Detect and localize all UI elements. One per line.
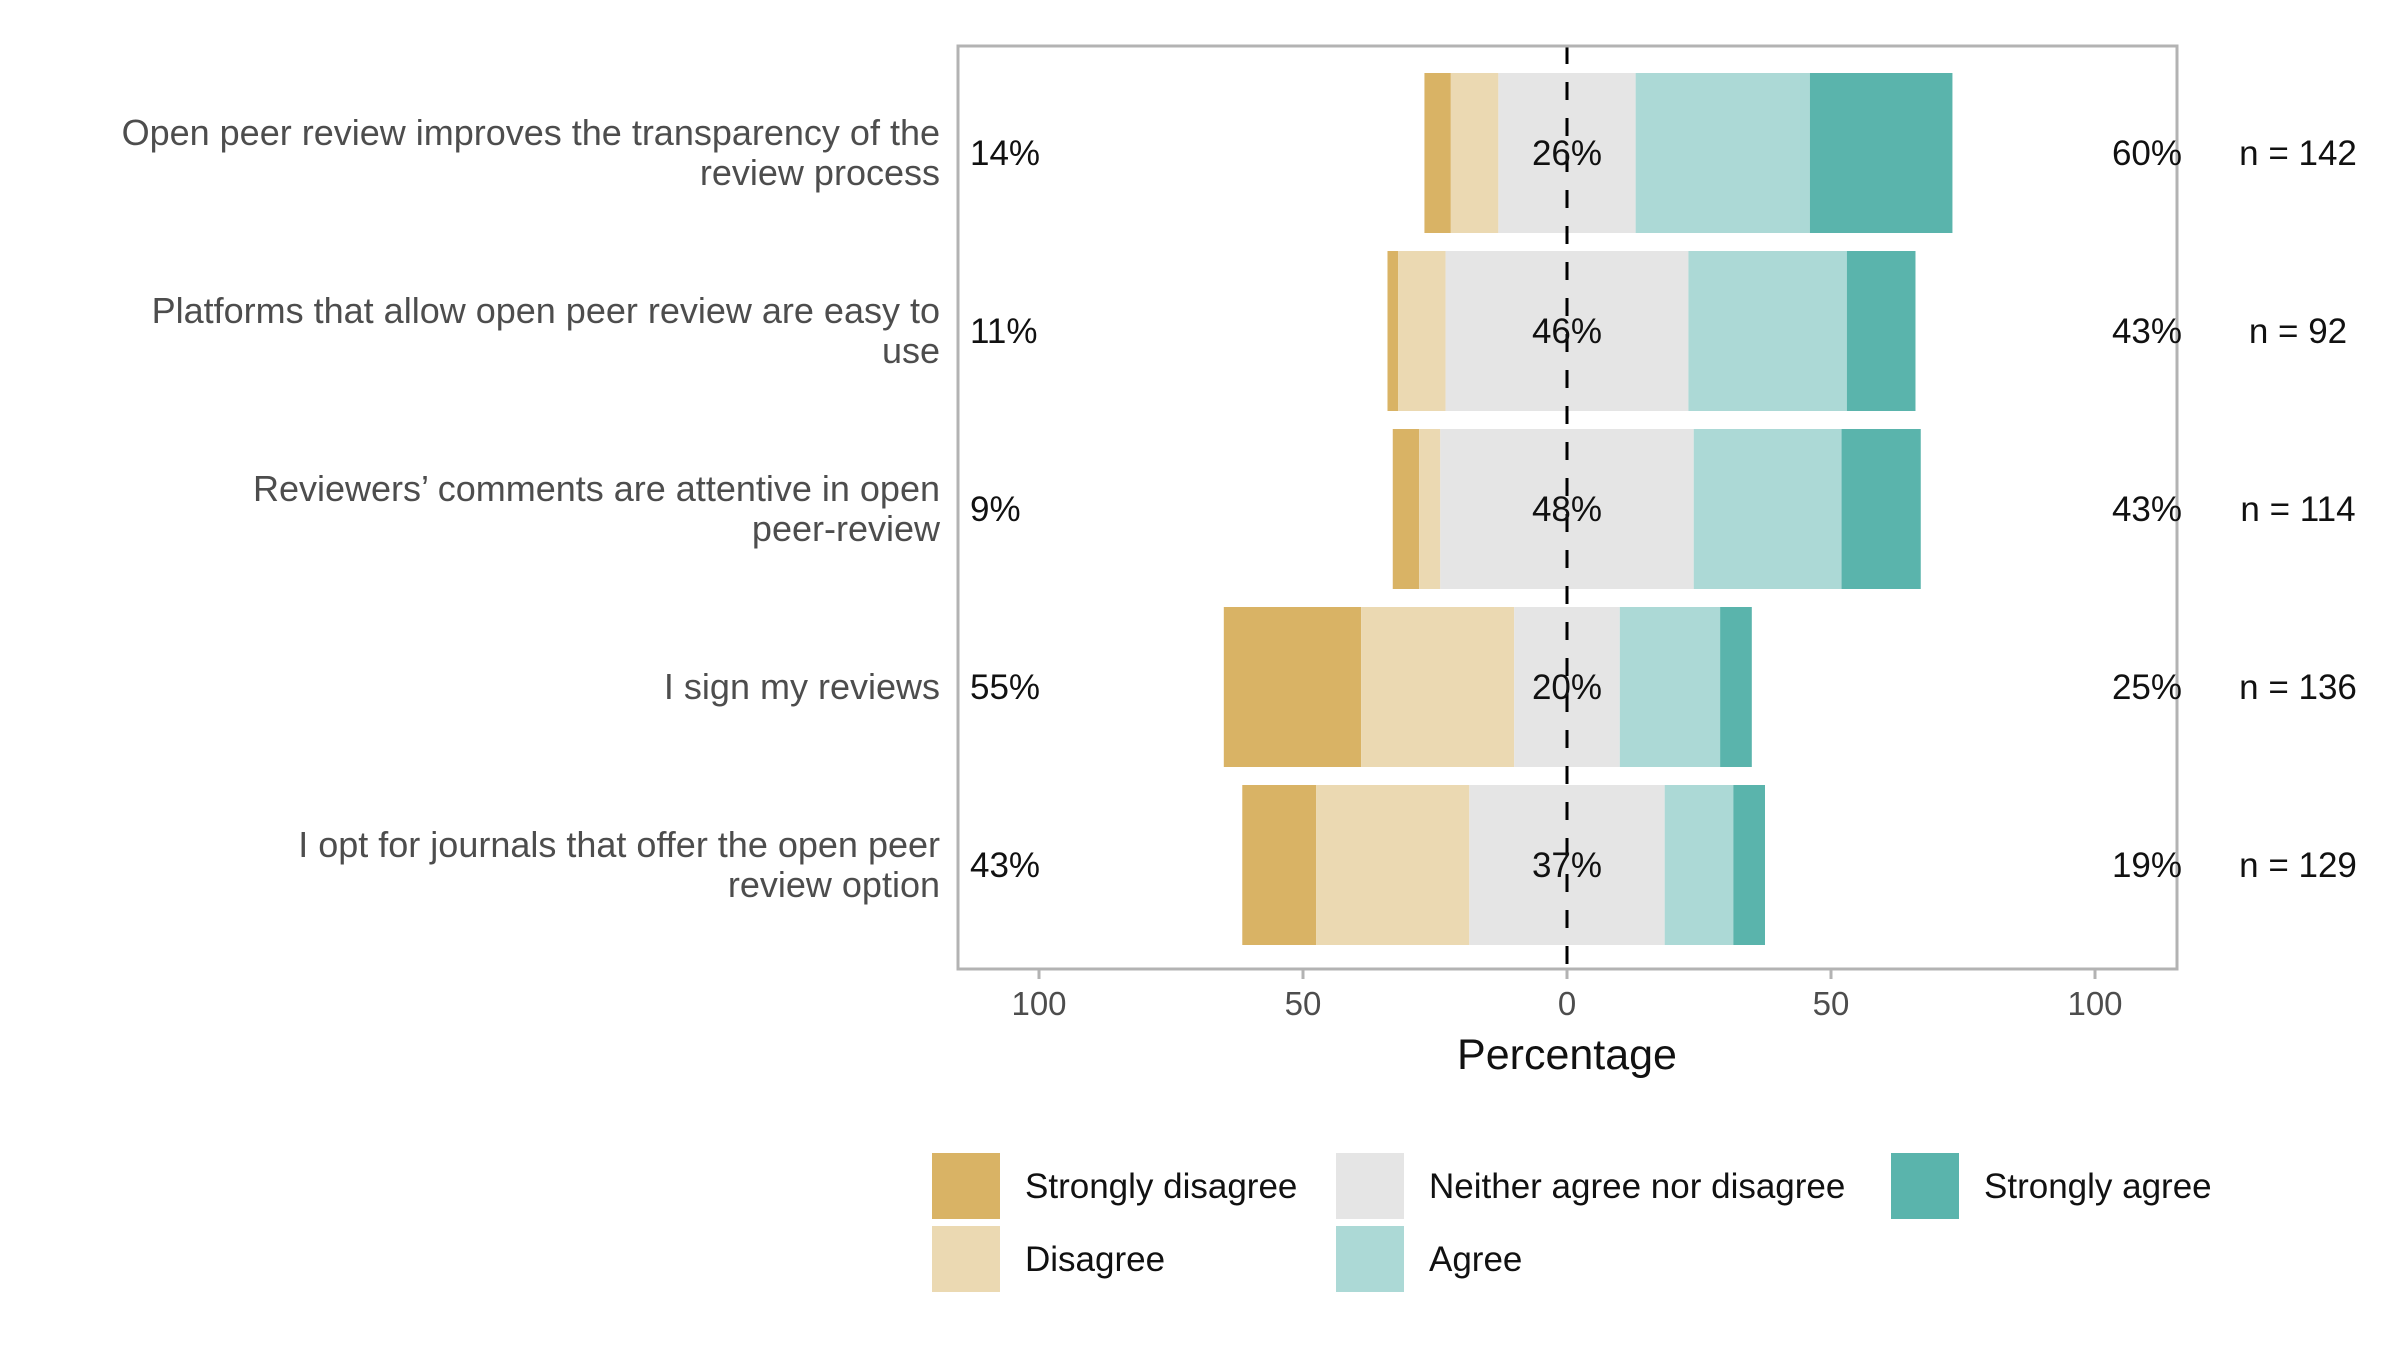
right-percent-label: 19% <box>2112 846 2182 885</box>
bar-segment-strongly-disagree <box>1242 785 1317 945</box>
item-label: Platforms that allow open peer review ar… <box>152 290 940 331</box>
bar-segment-disagree <box>1361 607 1515 767</box>
legend-key-neutral <box>1334 1151 1406 1221</box>
x-tick-label: 50 <box>1285 985 1322 1022</box>
legend-key-disagree <box>930 1224 1002 1294</box>
bar-segment-disagree <box>1316 785 1470 945</box>
center-percent-label: 26% <box>1532 134 1602 173</box>
x-axis: 100 50 0 50 100 <box>1011 969 2123 1022</box>
center-percent-label: 37% <box>1532 846 1602 885</box>
bar-segment-strongly-agree <box>1809 73 1953 233</box>
bar-segment-agree <box>1619 607 1721 767</box>
right-percent-label: 25% <box>2112 668 2182 707</box>
bar-segment-agree <box>1635 73 1810 233</box>
bar-segment-strongly-agree <box>1841 429 1921 589</box>
bars-layer <box>1223 73 1953 945</box>
item-label: I sign my reviews <box>664 666 940 707</box>
bar-row <box>1424 73 1953 233</box>
center-percent-label: 46% <box>1532 312 1602 351</box>
x-tick-label: 100 <box>2067 985 2122 1022</box>
item-label: peer-review <box>752 508 941 549</box>
bar-segment-strongly-agree <box>1720 607 1752 767</box>
x-axis-title: Percentage <box>1457 1031 1677 1079</box>
legend-key-strongly-agree <box>1889 1151 1961 1221</box>
item-label: use <box>882 330 940 371</box>
center-percent-label: 48% <box>1532 490 1602 529</box>
bar-segment-strongly-disagree <box>1424 73 1451 233</box>
n-label: n = 92 <box>2249 312 2347 351</box>
bar-segment-agree <box>1688 251 1847 411</box>
bar-segment-agree <box>1693 429 1842 589</box>
x-tick-label: 0 <box>1558 985 1576 1022</box>
right-percent-label: 43% <box>2112 490 2182 529</box>
n-label: n = 142 <box>2239 134 2357 173</box>
bar-segment-disagree <box>1398 251 1446 411</box>
bar-segment-agree <box>1664 785 1734 945</box>
bar-row <box>1242 785 1765 945</box>
bar-segment-disagree <box>1450 73 1499 233</box>
bar-row <box>1387 251 1916 411</box>
legend-key-agree <box>1334 1224 1406 1294</box>
bar-segment-strongly-agree <box>1846 251 1916 411</box>
n-label: n = 129 <box>2239 846 2357 885</box>
center-percent-label: 20% <box>1532 668 1602 707</box>
bar-segment-strongly-agree <box>1733 785 1765 945</box>
x-tick-label: 50 <box>1813 985 1850 1022</box>
bar-segment-disagree <box>1419 429 1441 589</box>
bar-segment-strongly-disagree <box>1223 607 1362 767</box>
left-percent-label: 9% <box>970 490 1021 529</box>
item-label: I opt for journals that offer the open p… <box>298 824 940 865</box>
left-percent-label: 43% <box>970 846 1040 885</box>
bar-segment-strongly-disagree <box>1392 429 1420 589</box>
bar-segment-strongly-disagree <box>1387 251 1399 411</box>
labels-layer: Open peer review improves the transparen… <box>122 112 2357 905</box>
bar-row <box>1223 607 1752 767</box>
legend-item-disagree: Disagree <box>930 1224 1165 1294</box>
right-percent-label: 60% <box>2112 134 2182 173</box>
right-percent-label: 43% <box>2112 312 2182 351</box>
legend-item-strongly-agree: Strongly agree <box>1889 1151 2212 1221</box>
legend-label: Disagree <box>1025 1240 1165 1279</box>
left-percent-label: 11% <box>970 312 1037 351</box>
item-label: Reviewers’ comments are attentive in ope… <box>253 468 940 509</box>
n-label: n = 114 <box>2240 490 2355 529</box>
left-percent-label: 14% <box>970 134 1040 173</box>
legend-label: Agree <box>1429 1240 1522 1279</box>
n-label: n = 136 <box>2239 668 2357 707</box>
legend-label: Strongly agree <box>1984 1167 2212 1206</box>
legend-item-neutral: Neither agree nor disagree <box>1334 1151 1845 1221</box>
legend-label: Strongly disagree <box>1025 1167 1297 1206</box>
item-label: review option <box>728 864 940 905</box>
legend: Strongly disagree Disagree Neither agree n… <box>930 1151 2212 1294</box>
bar-row <box>1392 429 1921 589</box>
item-label: review process <box>700 152 940 193</box>
legend-key-strongly-disagree <box>930 1151 1002 1221</box>
legend-item-agree: Agree <box>1334 1224 1522 1294</box>
legend-item-strongly-disagree: Strongly disagree <box>930 1151 1297 1221</box>
item-label: Open peer review improves the transparen… <box>122 112 940 153</box>
x-tick-label: 100 <box>1011 985 1066 1022</box>
legend-label: Neither agree nor disagree <box>1429 1167 1845 1206</box>
left-percent-label: 55% <box>970 668 1040 707</box>
